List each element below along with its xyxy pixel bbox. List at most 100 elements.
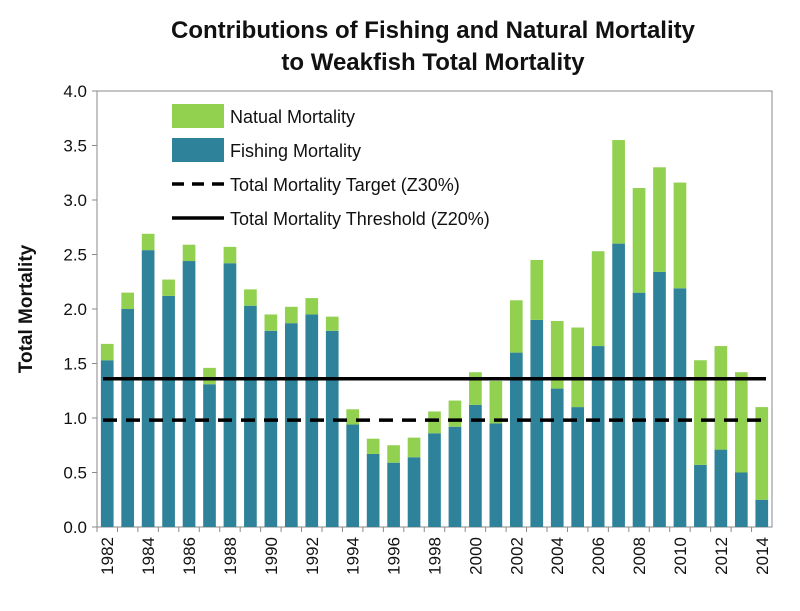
legend-label: Total Mortality Target (Z30%) <box>230 175 460 195</box>
bar-fishing-mortality-1983 <box>121 309 135 527</box>
x-tick-label: 1986 <box>180 537 199 575</box>
x-tick-label: 2004 <box>548 537 567 575</box>
bar-fishing-mortality-2002 <box>509 352 523 527</box>
bar-fishing-mortality-2010 <box>673 288 687 527</box>
bar-fishing-mortality-2012 <box>714 449 728 527</box>
x-tick-label: 1984 <box>139 537 158 575</box>
x-tick-label: 2012 <box>712 537 731 575</box>
plot-area: 0.0 0.5 1.0 1.5 2.0 2.5 3.0 3.5 4.0 1982 1984 1986 1… <box>63 82 773 575</box>
bar-natual-mortality-2011 <box>694 360 707 465</box>
bar-natual-mortality-1982 <box>100 343 114 361</box>
x-tick-label: 1982 <box>98 537 117 575</box>
x-tick-label: 1998 <box>426 537 445 575</box>
bar-natual-mortality-2009 <box>653 167 666 272</box>
bar-natual-mortality-2003 <box>530 259 544 320</box>
bar-fishing-mortality-1998 <box>428 433 441 527</box>
bar-fishing-mortality-1994 <box>346 424 360 527</box>
bar-natual-mortality-1993 <box>325 316 339 331</box>
x-tick-label: 1990 <box>262 537 281 575</box>
bar-natual-mortality-2007 <box>612 140 625 244</box>
bar-natual-mortality-1994 <box>346 409 360 425</box>
bar-natual-mortality-2001 <box>489 380 503 424</box>
bar-natual-mortality-1999 <box>448 400 462 427</box>
x-tick-label: 2000 <box>466 537 485 575</box>
bar-fishing-mortality-2004 <box>550 388 564 527</box>
bar-fishing-mortality-1988 <box>223 263 237 527</box>
bar-fishing-mortality-2014 <box>755 499 769 527</box>
bar-natual-mortality-1983 <box>121 292 135 309</box>
y-axis-label: Total Mortality <box>16 244 37 373</box>
bar-fishing-mortality-1982 <box>100 360 114 527</box>
y-tick-label: 1.0 <box>63 409 87 428</box>
x-tick-label: 2008 <box>630 537 649 575</box>
legend-label: Fishing Mortality <box>230 141 361 161</box>
bar-natual-mortality-1998 <box>428 411 441 434</box>
bar-natual-mortality-1989 <box>244 289 257 306</box>
bar-natual-mortality-1990 <box>264 314 278 331</box>
bar-fishing-mortality-2007 <box>612 243 625 527</box>
bar-natual-mortality-2005 <box>571 327 585 408</box>
bar-natual-mortality-1995 <box>366 438 380 454</box>
x-tick-label: 1994 <box>344 537 363 575</box>
bar-natual-mortality-2013 <box>734 372 748 473</box>
bar-natual-mortality-1986 <box>182 244 196 262</box>
legend-label: Natual Mortality <box>230 107 355 127</box>
bar-fishing-mortality-1997 <box>407 457 421 527</box>
x-tick-label: 2006 <box>589 537 608 575</box>
legend: Natual Mortality Fishing Mortality Total M… <box>172 104 490 229</box>
y-tick-label: 0.5 <box>63 464 87 483</box>
bar-fishing-mortality-1985 <box>162 295 175 527</box>
bar-fishing-mortality-2013 <box>734 472 748 527</box>
bar-natual-mortality-1988 <box>223 246 237 264</box>
bar-natual-mortality-1984 <box>141 233 155 251</box>
bar-fishing-mortality-2008 <box>632 292 646 527</box>
chart-title-line-1: Contributions of Fishing and Natural Mor… <box>171 17 696 44</box>
bar-fishing-mortality-1990 <box>264 330 278 527</box>
bar-fishing-mortality-1987 <box>203 384 216 527</box>
legend-label: Total Mortality Threshold (Z20%) <box>230 209 490 229</box>
y-tick-label: 3.5 <box>63 137 87 156</box>
bar-natual-mortality-2006 <box>591 251 605 347</box>
bar-fishing-mortality-1984 <box>141 250 155 527</box>
bar-natual-mortality-2004 <box>550 320 564 389</box>
y-tick-label: 2.0 <box>63 300 87 319</box>
bar-natual-mortality-1985 <box>162 279 175 296</box>
y-tick-label: 0.0 <box>63 518 87 537</box>
legend-swatch <box>172 138 224 162</box>
bar-fishing-mortality-1993 <box>325 330 339 527</box>
bar-natual-mortality-2010 <box>673 182 687 289</box>
bar-fishing-mortality-1991 <box>284 323 298 527</box>
bar-natual-mortality-1997 <box>407 437 421 458</box>
x-tick-label: 1992 <box>303 537 322 575</box>
bar-fishing-mortality-1995 <box>366 453 380 527</box>
y-tick-label: 4.0 <box>63 82 87 101</box>
bar-natual-mortality-1987 <box>203 367 216 385</box>
bar-fishing-mortality-1996 <box>387 462 400 527</box>
y-tick-label: 1.5 <box>63 355 87 374</box>
bar-fishing-mortality-2000 <box>469 404 482 527</box>
y-tick-label: 2.5 <box>63 246 87 265</box>
bar-fishing-mortality-1989 <box>244 305 257 527</box>
bar-natual-mortality-2002 <box>509 300 523 353</box>
bar-natual-mortality-2008 <box>632 188 646 293</box>
bar-fishing-mortality-2001 <box>489 423 503 527</box>
bar-fishing-mortality-1999 <box>448 426 462 527</box>
x-tick-label: 2002 <box>507 537 526 575</box>
bar-fishing-mortality-2011 <box>694 464 707 527</box>
bar-natual-mortality-2012 <box>714 346 728 450</box>
bar-natual-mortality-1996 <box>387 445 400 463</box>
bar-fishing-mortality-2009 <box>653 271 666 527</box>
bar-fishing-mortality-2003 <box>530 319 544 527</box>
x-tick-label: 2010 <box>671 537 690 575</box>
bar-fishing-mortality-2005 <box>571 407 585 527</box>
bar-fishing-mortality-2006 <box>591 346 605 527</box>
y-tick-label: 3.0 <box>63 191 87 210</box>
bar-natual-mortality-2014 <box>755 407 769 500</box>
x-tick-label: 1996 <box>385 537 404 575</box>
x-tick-label: 1988 <box>221 537 240 575</box>
bar-natual-mortality-1992 <box>305 298 319 315</box>
bar-natual-mortality-1991 <box>284 306 298 324</box>
chart-title-line-2: to Weakfish Total Mortality <box>281 49 585 76</box>
legend-swatch <box>172 104 224 128</box>
